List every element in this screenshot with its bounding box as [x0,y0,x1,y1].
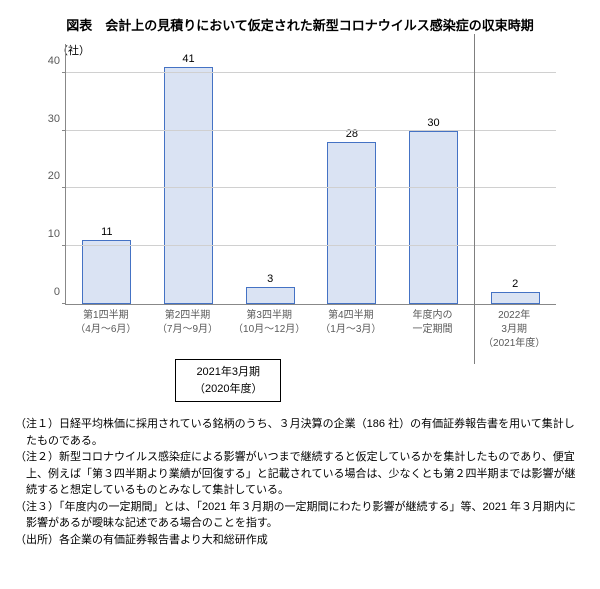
x-tick-label: 第3四半期（10月～12月） [228,305,310,351]
bar-slot: 41 [148,44,230,304]
bar-slot: 11 [66,44,148,304]
gridline [66,130,556,131]
y-tick-label: 10 [48,228,66,240]
y-tick-mark [62,72,66,73]
gridline [66,245,556,246]
period-banner: 2021年3月期 （2020年度） [175,359,281,402]
footnote-line: （出所）各企業の有価証券報告書より大和総研作成 [15,532,585,549]
y-tick-mark [62,187,66,188]
bar [491,292,540,304]
x-axis-labels: 第1四半期（4月～6月）第2四半期（7月～9月）第3四半期（10月～12月）第4… [65,305,555,351]
chart-title: 図表 会計上の見積りにおいて仮定された新型コロナウイルス感染症の収束時期 [15,15,585,34]
footnote-line: （注３）「年度内の一定期間」とは、「2021 年３月期の一定期間にわたり影響が継… [15,499,585,532]
bar-value-label: 41 [148,53,230,65]
gridline [66,72,556,73]
x-tick-label: 第4四半期（1月～3月） [310,305,392,351]
footnote-line: （注２）新型コロナウイルス感染症による影響がいつまで継続すると仮定しているかを集… [15,449,585,499]
x-tick-label: 2022年3月期（2021年度） [473,305,555,351]
bars-container: 11 41 32830 2 [66,44,556,304]
banner-line1: 2021年3月期 [194,364,262,381]
section-divider [474,34,475,364]
x-tick-label: 年度内の一定期間 [392,305,474,351]
bar-value-label: 3 [229,273,311,285]
bar [82,240,131,304]
x-tick-label: 第1四半期（4月～6月） [65,305,147,351]
gridline [66,187,556,188]
bar [164,67,213,304]
bar-chart: 1141328302 010203040 [65,44,556,305]
bar-slot: 30 [393,44,475,304]
bar [327,142,376,304]
bar-value-label: 30 [393,117,475,129]
y-tick-mark [62,130,66,131]
y-tick-label: 20 [48,170,66,182]
banner-line2: （2020年度） [194,381,262,398]
bar [409,131,458,304]
bar-slot: 2 [474,44,556,304]
footnote-line: （注１）日経平均株価に採用されている銘柄のうち、３月決算の企業（186 社）の有… [15,416,585,449]
y-tick-label: 40 [48,55,66,67]
bar [246,287,295,304]
y-tick-label: 0 [54,286,66,298]
bar-value-label: 2 [474,278,556,290]
y-tick-mark [62,245,66,246]
footnotes: （注１）日経平均株価に採用されている銘柄のうち、３月決算の企業（186 社）の有… [15,416,585,548]
x-tick-label: 第2四半期（7月～9月） [147,305,229,351]
chart-area: （社） 1141328302 010203040 第1四半期（4月～6月）第2四… [45,44,585,351]
y-tick-mark [62,303,66,304]
bar-slot: 3 [229,44,311,304]
bar-value-label: 11 [66,226,148,238]
bar-slot: 28 [311,44,393,304]
y-tick-label: 30 [48,113,66,125]
